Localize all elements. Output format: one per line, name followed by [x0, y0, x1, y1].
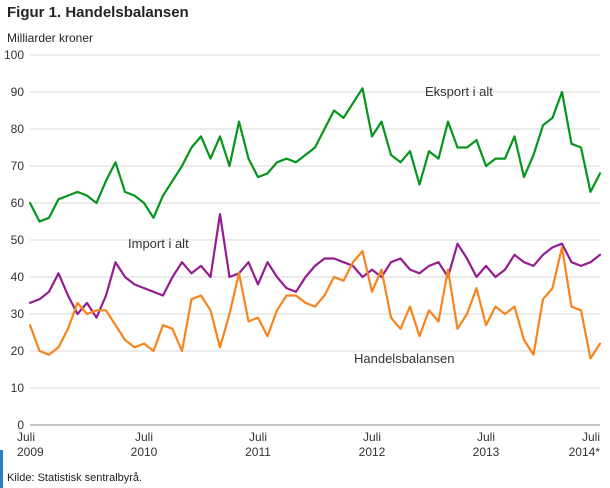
series-label-handelsbalansen: Handelsbalansen: [354, 351, 455, 366]
svg-text:Juli: Juli: [249, 430, 267, 444]
series-label-import: Import i alt: [128, 236, 189, 251]
svg-text:50: 50: [11, 233, 25, 247]
svg-text:60: 60: [11, 196, 25, 210]
svg-text:Juli: Juli: [17, 430, 35, 444]
svg-text:2009: 2009: [17, 445, 44, 456]
svg-text:Juli: Juli: [477, 430, 495, 444]
svg-text:2010: 2010: [131, 445, 158, 456]
series-label-eksport: Eksport i alt: [425, 84, 493, 99]
svg-text:2011: 2011: [245, 445, 271, 456]
svg-text:20: 20: [11, 344, 25, 358]
svg-text:40: 40: [11, 270, 25, 284]
svg-text:0: 0: [17, 418, 24, 432]
svg-text:100: 100: [4, 48, 24, 62]
svg-text:30: 30: [11, 307, 25, 321]
svg-text:2014*: 2014*: [569, 445, 601, 456]
svg-text:2013: 2013: [473, 445, 500, 456]
y-axis-title: Milliarder kroner: [7, 31, 94, 45]
trade-balance-chart: 0102030405060708090100Juli2009Juli2010Ju…: [4, 48, 602, 456]
svg-text:80: 80: [11, 122, 25, 136]
svg-text:70: 70: [11, 159, 25, 173]
svg-text:90: 90: [11, 85, 25, 99]
footer-accent-bar: [0, 450, 3, 488]
svg-text:Juli: Juli: [363, 430, 381, 444]
svg-text:Juli: Juli: [135, 430, 153, 444]
svg-text:10: 10: [11, 381, 25, 395]
svg-text:Juli: Juli: [582, 430, 600, 444]
source-credit: Kilde: Statistisk sentralbyrå.: [7, 472, 143, 484]
chart-title: Figur 1. Handelsbalansen: [7, 4, 189, 21]
svg-text:2012: 2012: [359, 445, 386, 456]
